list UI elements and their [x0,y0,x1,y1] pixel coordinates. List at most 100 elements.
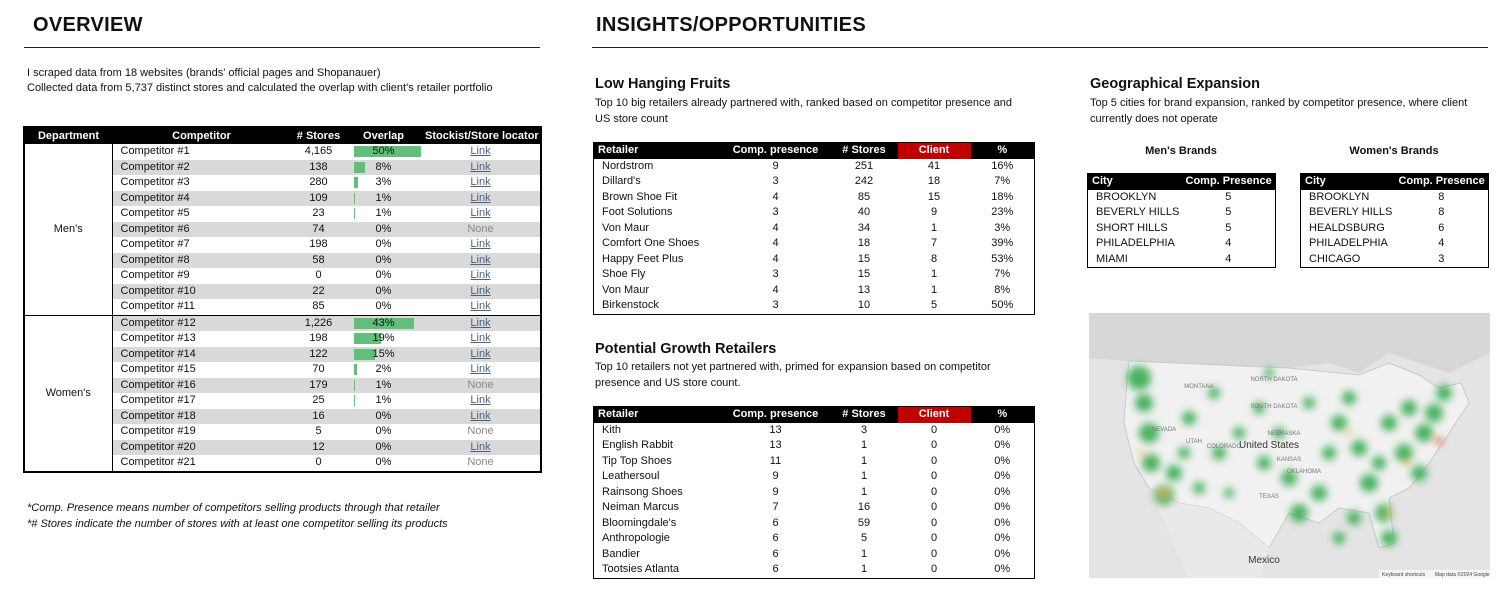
cell: 7% [994,175,1011,188]
department-cell: Women's [24,314,113,472]
overlap-cell: 43% [346,314,421,331]
locator-cell[interactable]: Link [470,253,491,266]
cell: Tootsies Atlanta [602,563,680,576]
competitor-cell: Competitor #6 [120,222,190,235]
locator-cell[interactable]: Link [470,176,491,189]
competitor-cell: Competitor #10 [120,284,196,297]
cell: 0% [994,439,1011,452]
cell: 1 [860,547,868,560]
data-row: Foot Solutions 3 40 9 23% [594,205,1035,221]
heat-spot [1257,456,1271,470]
header-row: Retailer Comp. presence # Stores Client% [593,142,1035,159]
overlap-cell: 2% [346,362,421,378]
locator-cell[interactable]: Link [470,332,491,345]
data-row: Rainsong Shoes 9 1 0 0% [594,485,1035,501]
cell: 4 [772,237,779,250]
overlap-bar [354,379,356,391]
cell: 4 [772,283,779,296]
locator-cell[interactable]: Link [470,191,491,204]
cell: 1 [860,470,868,483]
locator-cell[interactable]: Link [470,440,491,453]
intro-line: Collected data from 5,737 distinct store… [27,82,493,94]
cell: 1 [930,268,938,281]
cell: Neiman Marcus [602,501,680,514]
heat-spot [1264,368,1274,378]
heat-spot [1347,511,1361,525]
overlap-cell: 1% [346,393,421,409]
locator-cell[interactable]: Link [470,160,491,173]
cell: 0% [994,470,1011,483]
cell: Von Maur [602,283,650,296]
header-cell: Retailer [593,142,721,159]
header-cell: Client [897,142,971,159]
cell: 15 [927,190,941,203]
competitor-cell: Competitor #11 [120,300,195,313]
cell: 0% [994,563,1011,576]
locator-cell[interactable]: Link [470,394,491,407]
locator-cell[interactable]: Link [470,363,491,376]
locator-cell[interactable]: Link [470,207,491,220]
cell: 3% [994,221,1011,234]
cell: 0 [930,532,938,545]
stores-cell: 4,165 [304,145,333,158]
heat-spot [1281,470,1297,486]
cell: 0 [930,563,938,576]
cell: 1 [860,563,868,576]
cell: 5 [1225,190,1232,203]
overlap-cell: 0% [346,424,421,440]
heat-spot [1333,532,1345,544]
table-title: Men's Brands [1145,145,1217,157]
data-row: BEVERLY HILLS 8 [1301,205,1489,221]
data-row: Competitor #15 70 2% Link [24,362,541,378]
cell: 50% [991,299,1014,312]
locator-cell[interactable]: Link [470,409,491,422]
stores-cell: 138 [309,160,328,173]
map-label: Mexico [1248,555,1280,566]
overlap-value: 1% [375,191,392,204]
heat-spot [1342,391,1356,405]
overlap-cell: 0% [346,268,421,284]
overlap-value: 15% [372,347,395,360]
cell: Birkenstock [602,299,659,312]
data-table: Retailer Comp. presence # Stores Client% Nor… [593,142,1035,315]
overlap-cell: 0% [346,222,421,238]
locator-cell[interactable]: Link [421,314,541,331]
overlap-cell: 50% [346,144,421,160]
cell: PHILADELPHIA [1096,237,1175,250]
locator-cell[interactable]: Link [470,269,491,282]
cell: 1 [860,439,868,452]
overlap-bar [354,317,415,329]
cell: 1 [860,485,868,498]
intro-line: I scraped data from 18 websites (brands'… [27,67,381,79]
locator-cell[interactable]: Link [470,238,491,251]
cell: 1 [860,454,868,467]
cell: 23% [991,206,1014,219]
locator-cell[interactable]: Link [470,300,491,313]
locator-cell: None [467,378,494,391]
cell: 3 [772,206,779,219]
locator-cell[interactable]: Link [470,284,491,297]
locator-cell[interactable]: Link [470,347,491,360]
heat-spot [1208,387,1220,399]
cell: 1 [930,221,938,234]
overlap-cell: 0% [346,237,421,253]
overlap-value: 0% [375,456,392,469]
data-row: Competitor #9 0 0% Link [24,268,541,284]
data-row: Von Maur 4 34 1 3% [594,221,1035,237]
overlap-bar [354,364,357,375]
locator-cell[interactable]: Link [470,145,491,158]
cell: 11 [769,454,782,467]
cell: 3 [772,175,779,188]
stores-cell: 12 [312,440,325,453]
heat-spot [1273,427,1285,439]
cell: 4 [772,221,779,234]
heat-spot [1311,485,1327,501]
locator-cell: None [467,425,494,438]
cell: 10 [857,299,871,312]
overlap-bar [354,161,366,173]
cell: Von Maur [602,221,650,234]
overlap-value: 1% [375,394,392,407]
heat-hotspot [1160,489,1168,497]
data-row: Tootsies Atlanta 6 1 0 0% [594,562,1035,578]
